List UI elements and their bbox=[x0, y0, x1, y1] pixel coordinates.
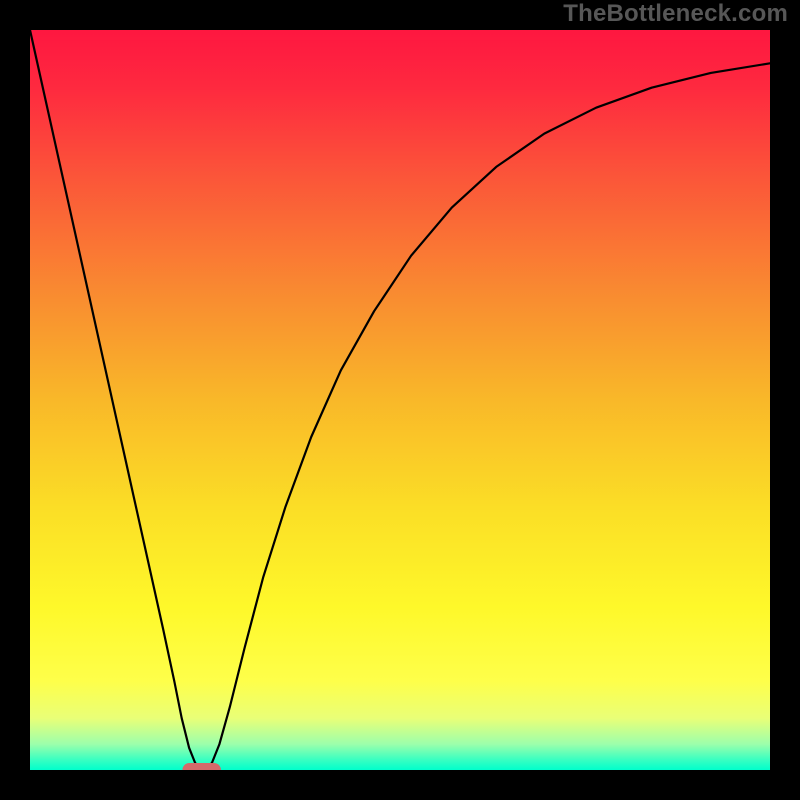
chart-container: TheBottleneck.com bbox=[0, 0, 800, 800]
bottleneck-curve-chart bbox=[0, 0, 800, 800]
gradient-background bbox=[30, 30, 770, 770]
watermark-text: TheBottleneck.com bbox=[563, 0, 788, 28]
